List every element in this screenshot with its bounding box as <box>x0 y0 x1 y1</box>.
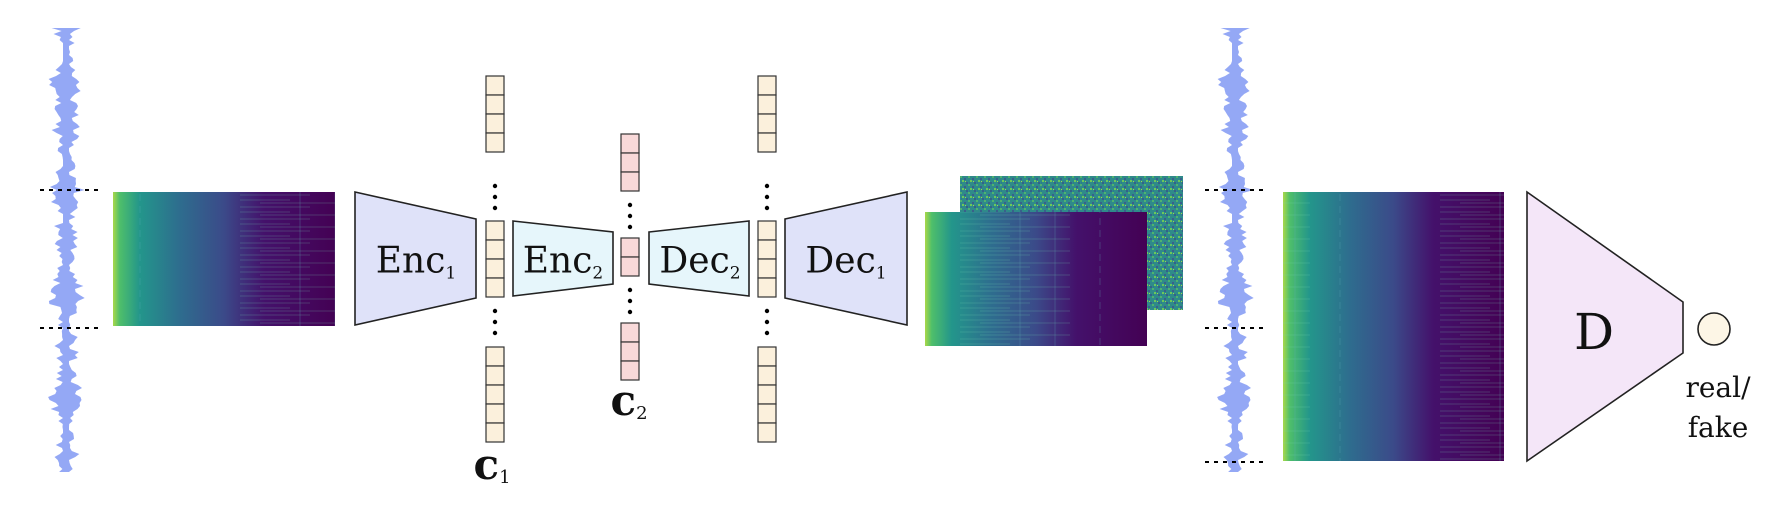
code-cell <box>485 403 505 424</box>
input-waveform <box>48 28 85 472</box>
decoder-1-label: Dec1 <box>805 240 887 284</box>
code-c1-encoder-side <box>485 75 505 443</box>
encoder-1-block <box>354 191 477 326</box>
ellipsis-dot <box>764 330 770 336</box>
discriminator-input-spectrogram <box>1283 192 1504 461</box>
code-cell <box>620 322 640 343</box>
code-cell <box>485 220 505 241</box>
ellipsis-dot <box>764 308 770 314</box>
ellipsis-dot <box>492 319 498 325</box>
code-cell <box>485 277 505 298</box>
ellipsis-dot <box>627 202 633 208</box>
code-cell <box>757 94 777 115</box>
encoder-1-label: Enc1 <box>375 240 457 284</box>
code-cell <box>757 258 777 279</box>
generated-spectrogram <box>925 212 1147 346</box>
fake-label: fake <box>1687 411 1749 444</box>
code-cell <box>757 384 777 405</box>
code-c1-label: c1 <box>473 440 511 489</box>
real-fake-output-label: real/ fake <box>1685 368 1750 448</box>
code-cell <box>485 346 505 367</box>
code-cell <box>485 113 505 134</box>
encoder-2-label: Enc2 <box>522 240 604 284</box>
real-label: real/ <box>1685 371 1751 404</box>
code-c1-decoder-side <box>757 75 777 443</box>
code-cell <box>485 365 505 386</box>
ellipsis-dot <box>764 319 770 325</box>
code-cell <box>485 239 505 260</box>
code-cell <box>757 239 777 260</box>
code-cell <box>757 132 777 153</box>
code-cell <box>757 220 777 241</box>
ellipsis-dot <box>627 224 633 230</box>
code-cell <box>757 113 777 134</box>
code-cell <box>620 237 640 258</box>
ellipsis-dot <box>492 205 498 211</box>
code-cell <box>620 171 640 192</box>
code-cell <box>620 133 640 154</box>
ellipsis-dot <box>764 194 770 200</box>
code-cell <box>757 75 777 96</box>
encoder-2-block <box>512 220 614 297</box>
ellipsis-dot <box>764 183 770 189</box>
ellipsis-dot <box>627 309 633 315</box>
code-c2-column <box>620 133 640 381</box>
target-waveform <box>1217 28 1254 472</box>
code-cell <box>757 346 777 367</box>
code-cell <box>485 384 505 405</box>
code-cell <box>620 256 640 277</box>
code-cell <box>757 422 777 443</box>
code-cell <box>757 403 777 424</box>
code-cell <box>620 152 640 173</box>
code-cell <box>757 365 777 386</box>
ellipsis-dot <box>492 330 498 336</box>
code-cell <box>485 94 505 115</box>
code-cell <box>485 422 505 443</box>
ellipsis-dot <box>627 213 633 219</box>
code-cell <box>485 75 505 96</box>
decoder-1-block <box>784 191 908 326</box>
code-cell <box>485 258 505 279</box>
code-cell <box>757 277 777 298</box>
output-node <box>1697 312 1731 346</box>
decoder-2-label: Dec2 <box>659 240 741 284</box>
input-spectrogram <box>113 192 335 326</box>
ellipsis-dot <box>492 194 498 200</box>
ellipsis-dot <box>492 308 498 314</box>
ellipsis-dot <box>492 183 498 189</box>
discriminator-block <box>1526 190 1684 463</box>
decoder-2-block <box>648 220 750 297</box>
ellipsis-dot <box>627 298 633 304</box>
code-cell <box>620 341 640 362</box>
discriminator-label: D <box>1573 303 1615 361</box>
ellipsis-dot <box>627 287 633 293</box>
ellipsis-dot <box>764 205 770 211</box>
code-cell <box>620 360 640 381</box>
code-cell <box>485 132 505 153</box>
code-c2-label: c2 <box>610 376 648 425</box>
